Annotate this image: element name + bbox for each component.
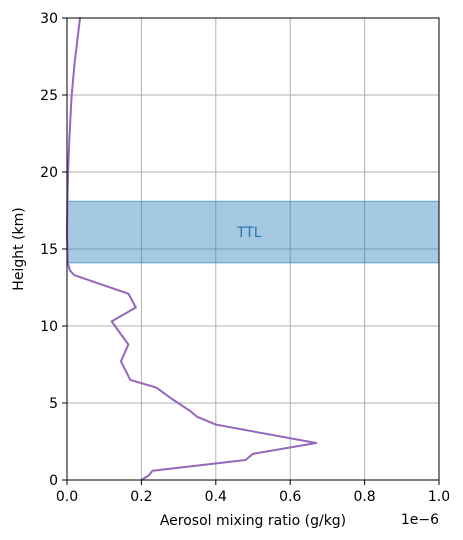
series-line-group [66, 17, 318, 481]
x-tick-label-1: 0.2 [130, 489, 152, 505]
series-line-0 [66, 17, 318, 481]
ttl-band-label: TTL [236, 225, 262, 241]
x-tick-label-5: 1.0 [428, 489, 450, 505]
x-tick-label-2: 0.4 [205, 489, 227, 505]
y-axis-label: Height (km) [11, 207, 27, 290]
tick-marks [62, 17, 440, 485]
x-tick-label-4: 0.8 [353, 489, 375, 505]
y-tick-label-3: 15 [40, 242, 58, 258]
x-tick-label-0: 0.0 [56, 489, 78, 505]
x-axis-label: Aerosol mixing ratio (g/kg) [160, 513, 346, 529]
tick-labels: 0.0 0.2 0.4 0.6 0.8 1.0 0 5 10 15 20 25 30 [40, 11, 450, 505]
ttl-band [66, 200, 440, 264]
y-tick-label-0: 0 [49, 473, 58, 489]
x-axis-scale-factor: 1e−6 [401, 512, 439, 528]
y-tick-label-2: 10 [40, 319, 58, 335]
y-tick-label-1: 5 [49, 396, 58, 412]
y-tick-label-4: 20 [40, 165, 58, 181]
y-tick-label-5: 25 [40, 88, 58, 104]
y-tick-label-6: 30 [40, 11, 58, 27]
ttl-band-group: TTL [66, 200, 440, 264]
x-tick-label-3: 0.6 [279, 489, 301, 505]
